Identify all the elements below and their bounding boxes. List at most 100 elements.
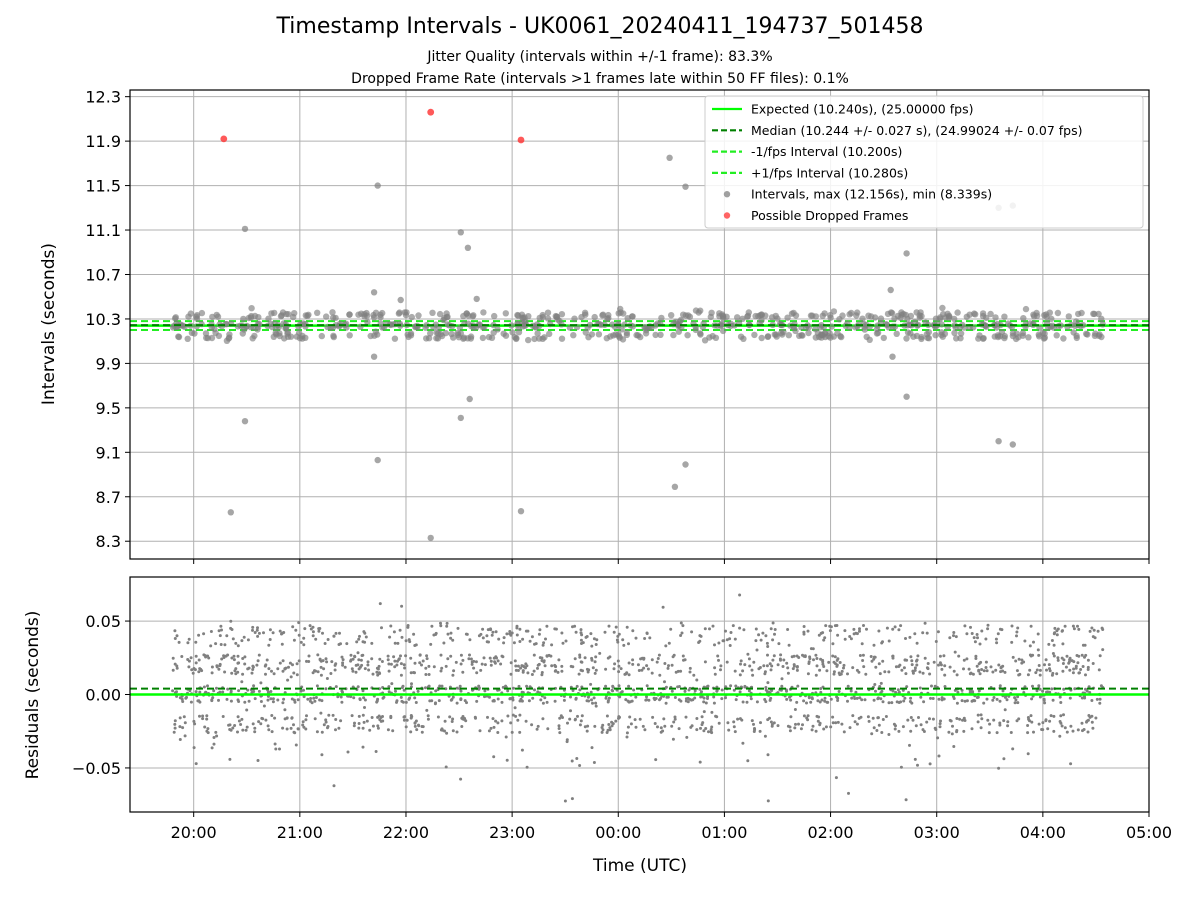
residual-point: [702, 729, 706, 733]
residual-point: [172, 730, 176, 734]
residual-point: [305, 714, 308, 718]
residual-point: [232, 658, 236, 662]
residual-point: [627, 642, 630, 646]
interval-point: [859, 315, 866, 322]
residual-point: [308, 624, 312, 628]
residual-point: [848, 726, 852, 730]
residual-point: [515, 633, 519, 637]
residual-point: [403, 715, 407, 719]
residual-point: [473, 715, 477, 719]
residual-point: [1090, 626, 1094, 630]
residual-point: [962, 667, 965, 671]
residual-point: [795, 668, 799, 672]
residual-point: [811, 724, 815, 728]
residual-point: [825, 669, 829, 673]
residual-point: [881, 640, 884, 644]
interval-point: [904, 329, 912, 336]
residual-point: [554, 665, 558, 669]
interval-point: [179, 322, 187, 329]
residual-point: [872, 657, 876, 661]
residual-point: [400, 635, 404, 639]
residual-point: [759, 638, 763, 642]
residual-point: [1058, 734, 1062, 738]
residual-point: [414, 701, 418, 704]
residual-point: [427, 664, 431, 668]
interval-point: [480, 309, 487, 316]
interval-point: [544, 309, 552, 316]
residual-point: [259, 700, 263, 703]
residual-point: [459, 662, 463, 666]
residual-point: [516, 669, 520, 672]
residual-point: [449, 698, 453, 702]
residual-point: [625, 731, 629, 735]
residual-point: [755, 648, 759, 652]
residual-point: [319, 711, 323, 715]
bottom-plot-y-tick-label: 0.05: [85, 612, 121, 631]
residual-point: [576, 714, 579, 718]
interval-point: [202, 330, 210, 337]
residual-point: [736, 717, 740, 721]
residual-point: [1059, 701, 1063, 704]
residual-point: [904, 637, 907, 640]
residual-point: [1062, 658, 1066, 662]
interval-point: [739, 315, 746, 322]
interval-point: [208, 334, 216, 342]
residual-point: [611, 684, 615, 688]
residual-point: [304, 718, 308, 722]
residual-point: [758, 729, 762, 733]
residual-point: [664, 644, 668, 648]
residual-point: [605, 714, 609, 718]
residual-point: [510, 730, 514, 734]
residual-point: [461, 670, 465, 674]
residual-point: [446, 632, 450, 636]
residual-point: [887, 733, 891, 736]
residual-point: [952, 634, 955, 638]
residual-point: [614, 625, 618, 629]
legend-entry-label: +1/fps Interval (10.280s): [751, 165, 908, 180]
residual-point: [851, 714, 855, 718]
residual-point: [815, 657, 819, 660]
residual-point: [356, 685, 360, 689]
residual-point: [824, 725, 828, 729]
residual-point: [361, 689, 365, 693]
residual-point: [203, 725, 207, 729]
residual-point: [913, 757, 917, 761]
residual-point: [692, 673, 696, 677]
top-plot-y-tick-label: 11.5: [85, 177, 121, 196]
residual-point: [395, 663, 399, 667]
interval-point: [213, 311, 220, 319]
residual-point: [365, 719, 369, 723]
residual-point: [424, 686, 427, 690]
residual-point: [223, 670, 227, 674]
residual-point: [513, 706, 517, 710]
residual-point: [631, 629, 635, 633]
residual-point: [671, 737, 675, 741]
residual-point: [1071, 671, 1075, 675]
residual-point: [893, 727, 897, 731]
residual-point: [421, 659, 425, 663]
residual-point: [712, 701, 716, 705]
residual-point: [1069, 724, 1073, 728]
residual-point: [542, 641, 546, 645]
residual-point: [378, 602, 382, 606]
residual-point: [897, 729, 901, 733]
residual-point: [405, 718, 409, 722]
residual-point: [950, 732, 954, 736]
residual-point: [434, 689, 438, 693]
residual-point: [789, 698, 793, 702]
interval-point: [752, 312, 759, 320]
interval-point: [848, 309, 855, 317]
residual-point: [455, 701, 459, 705]
residual-point: [887, 639, 891, 643]
residual-point: [392, 630, 396, 634]
interval-point: [758, 334, 765, 342]
interval-point: [1079, 322, 1087, 329]
residual-point: [460, 725, 464, 728]
interval-outlier-point: [666, 154, 673, 161]
residual-point: [673, 717, 677, 721]
residual-point: [1043, 663, 1046, 667]
residual-point: [1026, 673, 1030, 677]
residual-point: [205, 714, 209, 718]
interval-outlier-point: [464, 244, 472, 251]
residual-point: [322, 723, 326, 727]
